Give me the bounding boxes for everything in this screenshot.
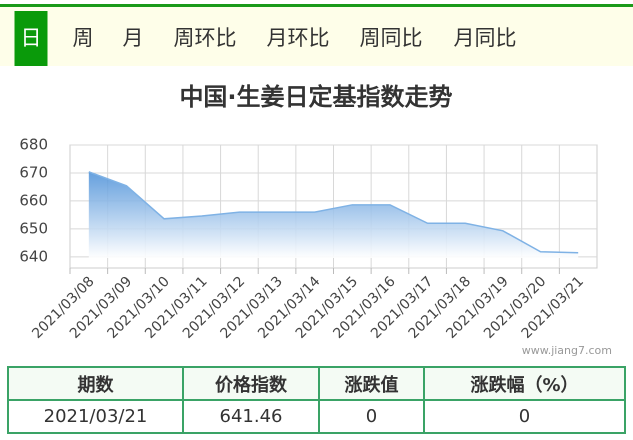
table-cell: 0 [318,399,425,434]
table-cell: 2021/03/21 [7,399,184,434]
tab[interactable]: 周 [72,26,94,50]
y-tick-label: 680 [19,136,48,154]
table-cell: 0 [423,399,626,434]
tab-bar: 日周 月 周环比 月环比 周同比 月同比 [0,4,633,66]
table-cell: 641.46 [182,399,320,434]
table-header-cell: 涨跌幅（%） [423,366,626,401]
tab[interactable]: 周同比 [359,26,423,50]
y-tick-label: 640 [19,247,48,265]
y-tick-label: 660 [19,191,48,209]
tab[interactable]: 月同比 [453,26,517,50]
table-header-cell: 期数 [7,366,184,401]
y-tick-label: 670 [19,163,48,181]
table-header-cell: 涨跌值 [318,366,425,401]
y-tick-label: 650 [19,219,48,237]
line [88,171,579,254]
tab[interactable]: 日 [14,11,48,66]
chart: 中国·生姜日定基指数走势 6406506606706802021/03/0820… [19,83,612,357]
watermark: www.jiang7.com [522,344,612,357]
table-row: 2021/03/21 641.46 0 0 [7,399,626,434]
data-table: 期数 价格指数 涨跌值 涨跌幅（%） 2021/03/21 641.46 0 0 [7,366,626,434]
tab[interactable]: 月 [122,26,144,50]
tab[interactable]: 月环比 [266,26,330,50]
table-header-cell: 价格指数 [182,366,320,401]
area [88,171,579,258]
chart-title: 中国·生姜日定基指数走势 [179,83,452,111]
tab[interactable]: 周环比 [173,26,237,50]
